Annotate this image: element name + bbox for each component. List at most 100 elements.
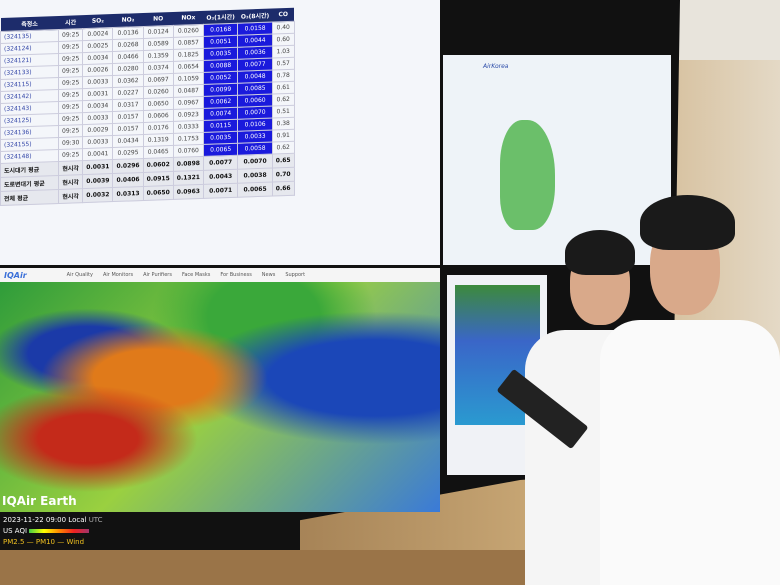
column-header: O₃(8시간) [237,8,273,24]
cell-no: 0.1319 [143,133,174,147]
cell-so2: 0.0034 [82,99,113,113]
cell-no2: 0.0157 [112,110,144,124]
cell-time: 현시각 [58,188,83,204]
cell-time: 09:25 [58,88,83,102]
cell-so2: 0.0029 [82,123,113,137]
person-right-lab-coat [600,320,780,585]
cell-nox: 0.0967 [173,96,204,110]
nav-face-masks[interactable]: Face Masks [181,272,211,278]
pollutant-table: 측정소 시간 SO₂ NO₂ NO NOx O₃(1시간) O₃(8시간) CO (324135… [0,7,295,206]
cell-time: 09:25 [58,40,83,54]
iqair-logo[interactable]: IQAir [4,270,27,280]
cell-so2: 0.0024 [82,27,113,41]
cell-so2: 0.0041 [82,147,113,161]
cell-no: 0.0124 [143,25,174,39]
airkorea-screen: AirKorea [443,55,671,265]
column-header: CO [272,7,295,22]
cell-time: 09:25 [58,148,83,162]
nav-support[interactable]: Support [285,272,306,278]
nav-air-quality[interactable]: Air Quality [66,272,93,278]
cell-co: 0.66 [272,181,295,196]
cell-nox: 0.1059 [173,72,204,86]
cell-nox: 0.0654 [173,60,204,74]
cell-time: 09:25 [58,112,83,126]
cell-no: 0.0650 [143,97,174,111]
iqair-earth-label: IQAir Earth [2,494,77,508]
cell-co: 1.03 [272,45,295,58]
cell-co: 0.62 [272,93,295,106]
cell-so2: 0.0033 [82,135,113,149]
cell-nox: 0.1825 [173,48,204,62]
cell-co: 0.70 [272,167,295,182]
cell-so2: 0.0031 [82,159,113,175]
cell-so2: 0.0026 [82,63,113,77]
column-header: SO₂ [82,14,113,29]
cell-no: 0.0697 [143,73,174,87]
cell-no2: 0.0296 [112,158,144,174]
cell-so2: 0.0033 [82,111,113,125]
cell-time: 09:25 [58,100,83,114]
nav-air-purifiers[interactable]: Air Purifiers [143,272,172,278]
person-left-hair [565,230,635,275]
layer-selector[interactable]: PM2.5 — PM10 — Wind [3,538,85,546]
cell-time: 09:25 [58,76,83,90]
cell-co: 0.57 [272,57,295,70]
cell-so2: 0.0025 [82,39,113,53]
cell-time: 09:25 [58,52,83,66]
cell-time: 09:30 [58,136,83,150]
timestamp: 2023-11-22 09:00 Local [3,516,87,524]
cell-co: 0.61 [272,81,295,94]
cell-o3_1: 0.0071 [203,183,238,199]
cell-no2: 0.0227 [112,86,144,100]
cell-time: 09:25 [58,28,83,42]
cell-no: 0.0374 [143,61,174,75]
cell-no: 0.0606 [143,109,174,123]
cell-co: 0.60 [272,33,295,46]
korea-map [500,120,555,230]
cell-o3_1: 0.0043 [203,169,238,185]
nav-for-business[interactable]: For Business [220,272,252,278]
cell-no2: 0.0434 [112,134,144,148]
cell-no2: 0.0313 [112,186,144,202]
cell-co: 0.78 [272,69,295,82]
cell-time: 현시각 [58,174,83,190]
cell-no2: 0.0157 [112,122,144,136]
cell-nox: 0.0963 [173,184,204,200]
cell-no: 0.0650 [143,185,174,201]
cell-so2: 0.0032 [82,187,113,203]
cell-so2: 0.0031 [82,87,113,101]
nav-news[interactable]: News [261,272,276,278]
cell-no: 0.0589 [143,37,174,51]
cell-name: 전체 평균 [0,189,59,206]
column-header: NO [143,11,174,27]
cell-so2: 0.0034 [82,51,113,65]
cell-co: 0.62 [272,141,295,154]
cell-no2: 0.0466 [112,50,144,64]
timezone: UTC [88,516,103,524]
map-legend: 2023-11-22 09:00 Local UTC US AQI PM2.5 … [0,513,300,550]
cell-nox: 0.0333 [173,120,204,134]
cell-nox: 0.1321 [173,170,204,186]
nav-air-monitors[interactable]: Air Monitors [102,272,134,278]
iqair-navbar: IQAir Air Quality Air Monitors Air Purif… [0,268,440,282]
cell-o3_8: 0.0065 [237,181,273,198]
cell-co: 0.65 [272,153,295,168]
aqi-label: US AQI [3,527,28,535]
cell-nox: 0.0898 [173,156,204,172]
cell-no2: 0.0406 [112,172,144,188]
person-right-hair [640,195,735,250]
cell-so2: 0.0039 [82,173,113,189]
cell-no: 0.0465 [143,145,174,159]
cell-no2: 0.0295 [112,146,144,160]
cell-so2: 0.0033 [82,75,113,89]
air-quality-table-screen: 측정소 시간 SO₂ NO₂ NO NOx O₃(1시간) O₃(8시간) CO (324135… [0,0,440,265]
column-header: 시간 [58,15,83,30]
cell-time: 현시각 [58,160,83,176]
cell-co: 0.40 [272,21,295,34]
cell-no2: 0.0362 [112,74,144,88]
wood-cabinet [0,550,540,585]
cell-no: 0.0602 [143,157,174,173]
cell-nox: 0.1753 [173,132,204,146]
cell-no: 0.0260 [143,85,174,99]
cell-co: 0.51 [272,105,295,118]
